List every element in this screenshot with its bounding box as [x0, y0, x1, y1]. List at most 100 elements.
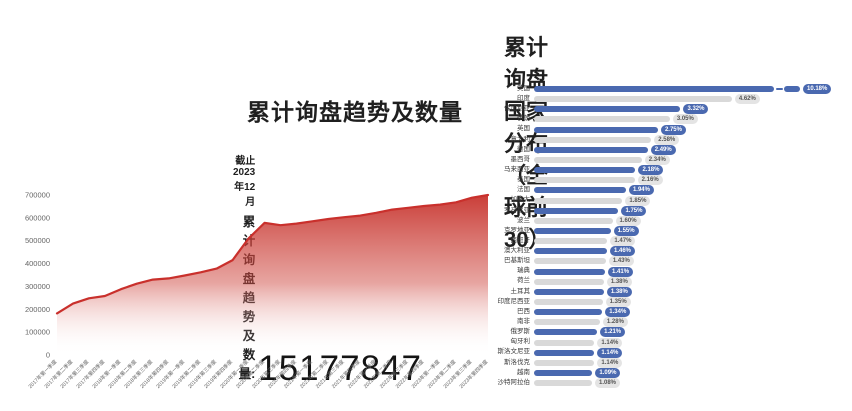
bar-track: 3.32% — [534, 104, 850, 115]
country-label: 西班牙 — [510, 236, 531, 244]
bar-track: 1.35% — [534, 297, 850, 308]
bar-track: 1.46% — [534, 246, 850, 257]
country-label: 波兰 — [517, 216, 530, 224]
country-label: 澳大利亚 — [504, 247, 530, 255]
country-bar-row: 澳大利亚 1.46% — [490, 246, 850, 257]
country-label: 加拿大 — [510, 196, 531, 204]
country-label: 美国 — [517, 84, 530, 92]
bar-segment — [534, 106, 681, 113]
country-bar-row: 墨西哥 2.34% — [490, 155, 850, 166]
bar-track: 1.34% — [534, 307, 850, 318]
value-pill: 1.21% — [600, 327, 626, 338]
trend-line — [55, 193, 490, 315]
bar-segment — [534, 167, 636, 174]
bar-track: 1.09% — [534, 368, 850, 378]
country-bar-row: 德国 2.49% — [490, 144, 850, 155]
bar-track: 4.62% — [534, 94, 850, 105]
country-bar-row: 英国 2.75% — [490, 124, 850, 135]
value-pill: 1.14% — [597, 337, 623, 348]
bar-track: 1.55% — [534, 226, 850, 237]
bar-segment — [534, 370, 593, 376]
bar-track: 1.41% — [534, 266, 850, 277]
bar-segment — [534, 96, 732, 103]
bar-track: 1.28% — [534, 317, 850, 328]
bar-track: 3.05% — [534, 114, 850, 125]
bar-segment-after-break — [784, 86, 800, 93]
bar-segment — [534, 238, 608, 245]
country-label: 伊朗 — [517, 115, 530, 123]
country-label: 巴基斯坦 — [504, 257, 530, 265]
bar-track: 2.16% — [534, 175, 850, 186]
value-pill: 1.34% — [605, 307, 631, 318]
value-pill: 4.62% — [734, 94, 760, 105]
country-bar-row: 意大利 2.58% — [490, 134, 850, 145]
country-label: 斯洛伐克 — [504, 358, 530, 366]
value-pill: 10.18% — [803, 84, 832, 95]
country-bar-row: 泰国 2.16% — [490, 175, 850, 186]
bar-track: 2.58% — [534, 134, 850, 145]
bar-track: 1.08% — [534, 378, 850, 389]
value-pill: 1.47% — [610, 236, 636, 247]
country-label: 英国 — [517, 125, 530, 133]
country-bar-row: 越南 1.09% — [490, 368, 850, 378]
country-label: 马来西亚 — [504, 165, 530, 173]
bar-segment — [534, 299, 603, 306]
country-bar-row: 斯洛文尼亚 1.14% — [490, 347, 850, 358]
bar-track: 2.18% — [534, 165, 850, 176]
country-label: 罗马尼亚 — [504, 206, 530, 214]
country-label: 瑞典 — [517, 267, 530, 275]
value-pill: 1.85% — [625, 195, 651, 206]
as-of-date-label: 截止2023年12月 — [233, 156, 256, 208]
country-bar-row: 沙特阿拉伯 1.08% — [490, 378, 850, 389]
value-pill: 1.28% — [602, 317, 628, 328]
bar-segment — [534, 359, 595, 366]
bar-segment — [534, 126, 658, 133]
y-axis-tick-label: 400000 — [25, 259, 50, 268]
value-pill: 1.38% — [606, 286, 632, 297]
value-pill: 1.08% — [595, 378, 621, 389]
bar-track: 1.14% — [534, 347, 850, 358]
country-bar-row: 土耳其 1.38% — [490, 286, 850, 297]
bar-track: 10.18% — [534, 84, 850, 95]
country-label: 土耳其 — [510, 287, 531, 295]
country-bar-row: 荷兰 1.38% — [490, 276, 850, 287]
value-pill: 2.58% — [654, 134, 680, 145]
bar-segment — [534, 146, 648, 153]
bar-segment — [534, 268, 606, 275]
country-bar-row: 伊朗 3.05% — [490, 114, 850, 125]
country-bar-row: 斯洛伐克 1.14% — [490, 357, 850, 368]
bar-track: 2.75% — [534, 124, 850, 135]
x-axis-tick-label: 2017年第一季度 — [26, 358, 58, 390]
trend-area-chart: 700000 600000 500000 400000 300000 200000 1000… — [25, 191, 490, 390]
country-bar-row: 保加利亚 3.32% — [490, 104, 850, 115]
value-pill: 1.41% — [608, 266, 634, 277]
country-bar-row: 印度尼西亚 1.35% — [490, 297, 850, 308]
y-axis-tick-label: 100000 — [25, 328, 50, 337]
value-pill: 2.49% — [650, 144, 676, 155]
value-pill: 2.34% — [644, 155, 670, 166]
country-label: 匈牙利 — [510, 338, 531, 346]
value-pill: 3.05% — [672, 114, 698, 125]
bar-segment — [534, 349, 595, 356]
axis-break — [774, 86, 784, 92]
bar-segment — [534, 288, 604, 295]
bar-segment — [534, 258, 606, 265]
country-bar-row: 巴西 1.34% — [490, 307, 850, 318]
country-label: 俄罗斯 — [510, 328, 531, 336]
bar-track: 1.14% — [534, 357, 850, 368]
bar-segment — [534, 339, 595, 346]
y-axis-tick-label: 200000 — [25, 305, 50, 314]
y-axis-tick-label: 300000 — [25, 282, 50, 291]
bar-track: 1.85% — [534, 195, 850, 206]
country-bar-row: 匈牙利 1.14% — [490, 337, 850, 348]
trend-panel-title: 累计询盘趋势及数量 — [247, 99, 463, 125]
bar-segment — [534, 116, 670, 123]
value-pill: 1.75% — [621, 205, 647, 216]
bar-segment — [534, 197, 623, 204]
country-bar-row: 克罗地亚 1.55% — [490, 226, 850, 237]
bar-track: 1.38% — [534, 286, 850, 297]
country-label: 泰国 — [517, 176, 530, 184]
bar-segment — [534, 187, 626, 194]
bar-track: 1.60% — [534, 215, 850, 226]
country-bar-row: 俄罗斯 1.21% — [490, 327, 850, 338]
